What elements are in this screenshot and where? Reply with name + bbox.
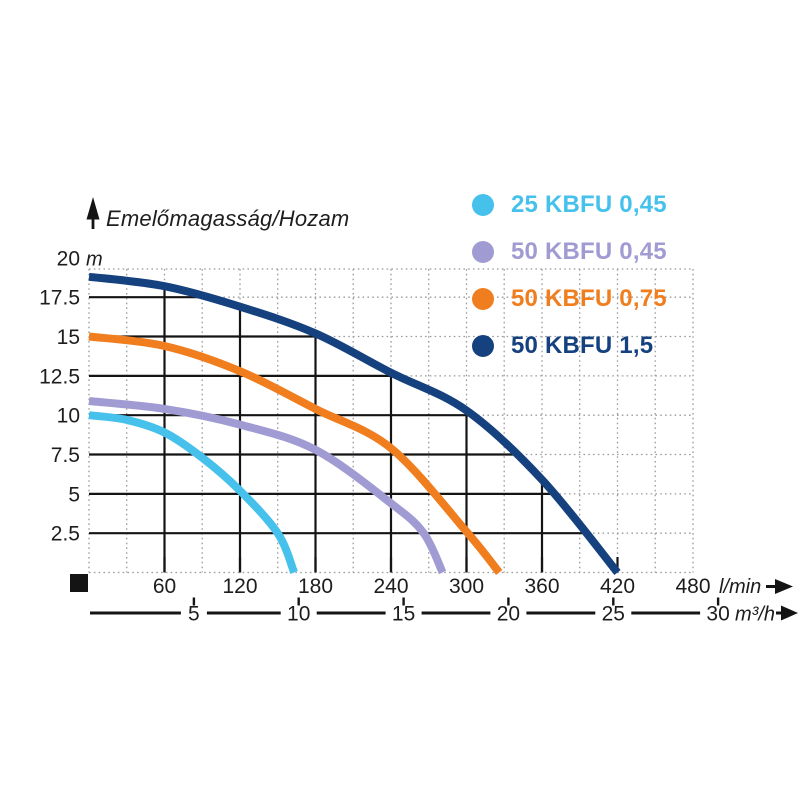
origin-marker — [70, 574, 88, 592]
svg-text:360: 360 — [524, 575, 559, 598]
curve-50-kbfu-1-5 — [88, 272, 621, 576]
svg-text:60: 60 — [153, 575, 176, 598]
legend-dot — [472, 334, 494, 357]
x-axis-ticks — [163, 557, 619, 573]
svg-text:7.5: 7.5 — [51, 444, 80, 467]
svg-text:240: 240 — [373, 575, 408, 598]
svg-text:20: 20 — [497, 603, 520, 626]
svg-text:10: 10 — [287, 603, 310, 626]
svg-text:10: 10 — [57, 405, 80, 428]
curve-50-kbfu-0-75 — [88, 332, 503, 575]
svg-text:m: m — [86, 248, 103, 270]
legend-item: 50 KBFU 0,45 — [472, 228, 667, 275]
svg-text:l/min: l/min — [719, 576, 761, 598]
legend-label: 50 KBFU 1,5 — [511, 331, 654, 359]
svg-text:5: 5 — [188, 603, 200, 626]
svg-text:15: 15 — [57, 326, 80, 349]
svg-text:420: 420 — [600, 575, 635, 598]
svg-text:300: 300 — [449, 575, 484, 598]
x-axis-arrow-icon — [766, 579, 793, 594]
svg-text:2.5: 2.5 — [51, 523, 80, 546]
legend: 25 KBFU 0,45 50 KBFU 0,45 50 KBFU 0,75 5… — [472, 181, 667, 369]
svg-text:120: 120 — [222, 575, 257, 598]
legend-label: 50 KBFU 0,45 — [511, 237, 667, 265]
legend-item: 25 KBFU 0,45 — [472, 181, 667, 228]
svg-text:17.5: 17.5 — [39, 287, 80, 310]
curve-25-kbfu-0-45 — [88, 411, 298, 575]
curve-50-kbfu-0-45 — [88, 397, 447, 575]
legend-item: 50 KBFU 0,75 — [472, 275, 667, 322]
svg-text:25: 25 — [602, 603, 625, 626]
svg-text:12.5: 12.5 — [39, 365, 80, 388]
svg-text:30: 30 — [706, 603, 729, 626]
legend-label: 25 KBFU 0,45 — [511, 190, 667, 218]
legend-dot — [472, 193, 494, 216]
chart-title: Emelőmagasság/Hozam — [106, 206, 350, 231]
svg-text:480: 480 — [675, 575, 710, 598]
legend-item: 50 KBFU 1,5 — [472, 322, 667, 369]
y-axis-arrow-icon — [86, 197, 100, 229]
svg-text:180: 180 — [298, 575, 333, 598]
y-axis-labels: 2.5 5 7.5 10 12.5 15 17.5 20 m — [39, 247, 103, 545]
svg-text:5: 5 — [68, 483, 80, 506]
x-axis-labels: 60 120 180 240 300 360 420 480 l/min — [153, 575, 761, 598]
svg-text:15: 15 — [392, 603, 415, 626]
svg-text:20: 20 — [57, 247, 80, 270]
legend-dot — [472, 287, 494, 310]
svg-text:m³/h: m³/h — [735, 604, 775, 626]
x2-axis: 5 10 15 20 25 30 m³/h — [90, 597, 798, 626]
legend-dot — [472, 240, 494, 263]
legend-label: 50 KBFU 0,75 — [511, 284, 667, 312]
